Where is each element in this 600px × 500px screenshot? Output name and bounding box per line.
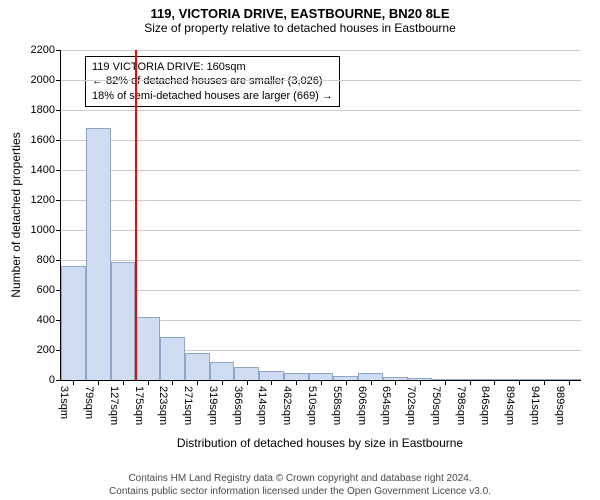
ytick-label: 1800 bbox=[31, 104, 61, 116]
histogram-bar bbox=[210, 362, 235, 380]
xtick-label: 894sqm bbox=[504, 386, 516, 425]
xtick-mark bbox=[148, 380, 149, 385]
ytick-label: 1200 bbox=[31, 194, 61, 206]
xtick-label: 366sqm bbox=[232, 386, 244, 425]
ytick-label: 200 bbox=[37, 344, 61, 356]
xtick-mark bbox=[346, 380, 347, 385]
caption: Contains HM Land Registry data © Crown c… bbox=[0, 473, 600, 498]
xtick-mark bbox=[98, 380, 99, 385]
xtick-label: 510sqm bbox=[306, 386, 318, 425]
property-marker-line bbox=[135, 50, 137, 380]
xtick-label: 989sqm bbox=[554, 386, 566, 425]
xtick-mark bbox=[519, 380, 520, 385]
xtick-mark bbox=[172, 380, 173, 385]
xtick-mark bbox=[371, 380, 372, 385]
info-line-3: 18% of semi-detached houses are larger (… bbox=[92, 89, 333, 103]
xtick-label: 750sqm bbox=[430, 386, 442, 425]
gridline-h bbox=[61, 230, 581, 231]
ytick-label: 1600 bbox=[31, 134, 61, 146]
histogram-bar bbox=[135, 317, 160, 380]
info-line-2: ← 82% of detached houses are smaller (3,… bbox=[92, 74, 333, 88]
xtick-label: 127sqm bbox=[108, 386, 120, 425]
xtick-mark bbox=[420, 380, 421, 385]
page-title: 119, VICTORIA DRIVE, EASTBOURNE, BN20 8L… bbox=[0, 0, 600, 21]
xtick-label: 319sqm bbox=[207, 386, 219, 425]
histogram-bar bbox=[185, 353, 210, 380]
gridline-h bbox=[61, 140, 581, 141]
xtick-label: 31sqm bbox=[58, 386, 70, 419]
histogram-bar bbox=[309, 373, 334, 380]
xtick-label: 798sqm bbox=[455, 386, 467, 425]
ytick-label: 0 bbox=[49, 374, 61, 386]
xtick-mark bbox=[222, 380, 223, 385]
ytick-label: 800 bbox=[37, 254, 61, 266]
xtick-label: 654sqm bbox=[380, 386, 392, 425]
gridline-h bbox=[61, 110, 581, 111]
ytick-label: 1000 bbox=[31, 224, 61, 236]
ytick-label: 2000 bbox=[31, 74, 61, 86]
xtick-label: 846sqm bbox=[479, 386, 491, 425]
xtick-mark bbox=[197, 380, 198, 385]
ytick-label: 400 bbox=[37, 314, 61, 326]
gridline-h bbox=[61, 170, 581, 171]
xtick-mark bbox=[544, 380, 545, 385]
xtick-mark bbox=[271, 380, 272, 385]
histogram-bar bbox=[111, 262, 136, 381]
xtick-label: 941sqm bbox=[529, 386, 541, 425]
histogram-bar bbox=[234, 367, 259, 381]
ytick-label: 600 bbox=[37, 284, 61, 296]
gridline-h bbox=[61, 290, 581, 291]
gridline-h bbox=[61, 200, 581, 201]
property-info-box: 119 VICTORIA DRIVE: 160sqm ← 82% of deta… bbox=[85, 56, 340, 107]
xtick-mark bbox=[296, 380, 297, 385]
histogram-bar bbox=[358, 373, 383, 381]
caption-line-2: Contains public sector information licen… bbox=[0, 486, 600, 499]
xtick-label: 462sqm bbox=[281, 386, 293, 425]
xtick-label: 606sqm bbox=[356, 386, 368, 425]
histogram-bar bbox=[86, 128, 111, 380]
xtick-label: 702sqm bbox=[405, 386, 417, 425]
caption-line-1: Contains HM Land Registry data © Crown c… bbox=[0, 473, 600, 486]
ytick-label: 2200 bbox=[31, 44, 61, 56]
histogram-bar bbox=[61, 266, 86, 380]
xtick-mark bbox=[470, 380, 471, 385]
xtick-label: 271sqm bbox=[182, 386, 194, 425]
histogram-bar bbox=[160, 337, 185, 381]
page-subtitle: Size of property relative to detached ho… bbox=[0, 21, 600, 35]
xtick-label: 79sqm bbox=[83, 386, 95, 419]
xtick-mark bbox=[321, 380, 322, 385]
gridline-h bbox=[61, 260, 581, 261]
gridline-h bbox=[61, 50, 581, 51]
xtick-mark bbox=[395, 380, 396, 385]
xtick-label: 223sqm bbox=[157, 386, 169, 425]
xtick-label: 414sqm bbox=[256, 386, 268, 425]
histogram-plot: 119 VICTORIA DRIVE: 160sqm ← 82% of deta… bbox=[60, 50, 581, 381]
gridline-h bbox=[61, 80, 581, 81]
xtick-mark bbox=[494, 380, 495, 385]
info-line-1: 119 VICTORIA DRIVE: 160sqm bbox=[92, 60, 333, 74]
histogram-bar bbox=[284, 373, 309, 381]
xtick-mark bbox=[247, 380, 248, 385]
xtick-label: 175sqm bbox=[133, 386, 145, 425]
xtick-mark bbox=[123, 380, 124, 385]
x-axis-label: Distribution of detached houses by size … bbox=[177, 436, 463, 450]
xtick-mark bbox=[73, 380, 74, 385]
xtick-mark bbox=[569, 380, 570, 385]
xtick-mark bbox=[445, 380, 446, 385]
xtick-label: 558sqm bbox=[331, 386, 343, 425]
y-axis-label: Number of detached properties bbox=[9, 132, 23, 297]
histogram-bar bbox=[259, 371, 284, 380]
ytick-label: 1400 bbox=[31, 164, 61, 176]
